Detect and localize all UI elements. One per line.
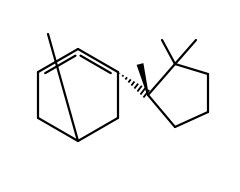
Polygon shape — [137, 63, 149, 95]
